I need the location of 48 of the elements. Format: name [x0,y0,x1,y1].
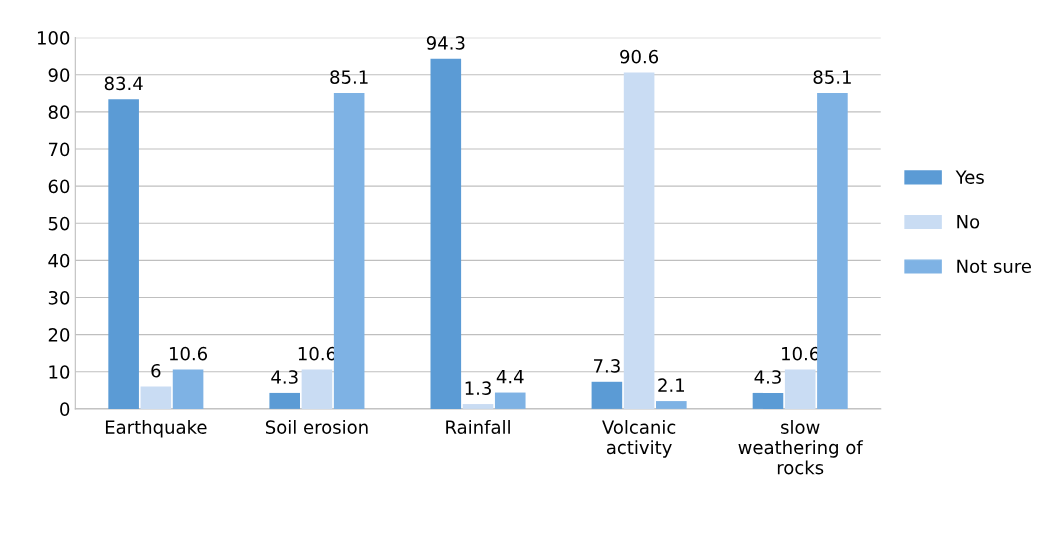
bar [462,404,494,409]
data-label: 4.3 [754,370,781,384]
legend-label: Yes [955,170,984,184]
bar [591,381,623,409]
data-label: 90.6 [620,49,659,64]
bar [108,99,139,409]
bar [817,92,848,409]
y-tick-label: 80 [48,105,70,120]
data-label: 10.6 [169,346,208,361]
x-tick-label: slow weathering of rocks [738,419,864,475]
bar [140,386,172,409]
legend-label: No [957,215,980,229]
y-tick-label: 50 [48,216,70,231]
y-tick-label: 70 [48,142,70,157]
data-label: 1.3 [465,381,491,395]
y-tick-label: 60 [48,179,70,194]
y-tick-label: 40 [48,253,70,268]
y-tick-label: 30 [48,290,70,305]
data-label: 4.4 [496,370,524,384]
x-tick-label: Volcanic activity [602,419,676,458]
bar [656,401,687,409]
data-label: 6 [151,363,161,378]
data-label: 10.6 [782,346,820,361]
x-tick-label: Earthquake [105,419,207,438]
bar [172,369,204,409]
bar [494,392,526,409]
bar [752,392,784,409]
bar [301,369,333,409]
bar [333,92,365,409]
data-label: 94.3 [426,36,465,50]
x-tick-label: Soil erosion [265,419,368,434]
data-label: 2.1 [658,378,685,392]
legend-label: Not sure [957,259,1031,274]
data-label: 85.1 [330,70,368,84]
y-tick-label: 0 [60,402,70,416]
bar [269,392,301,409]
bar [623,72,655,409]
y-tick-label: 10 [49,365,70,379]
y-tick-label: 100 [37,31,70,45]
bar [430,58,462,409]
data-label: 83.4 [104,76,143,91]
y-tick-label: 90 [48,68,70,82]
x-tick-label: Rainfall [446,419,510,434]
data-label: 85.1 [813,70,851,84]
data-label: 7.3 [594,359,620,373]
data-label: 4.3 [271,370,298,384]
y-tick-label: 20 [48,328,70,342]
bar [784,369,816,409]
